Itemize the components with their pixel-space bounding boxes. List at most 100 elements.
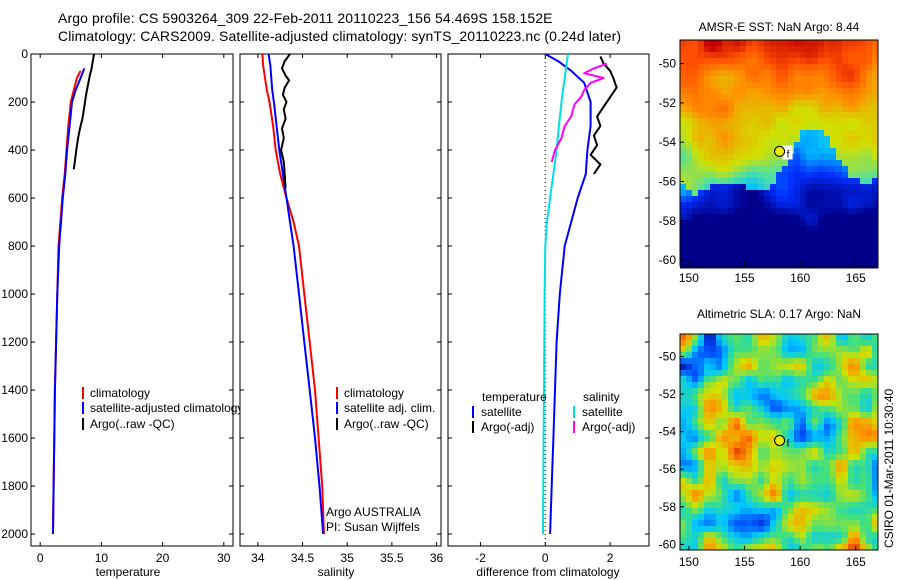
heatmap-cell [698,520,705,527]
heatmap-cell [824,142,831,149]
heatmap-cell [692,418,699,425]
heatmap-cell [686,412,693,419]
heatmap-cell [722,538,729,545]
heatmap-cell [716,208,723,215]
heatmap-cell [836,388,843,395]
heatmap-cell [836,478,843,485]
heatmap-cell [740,544,747,551]
heatmap-cell [728,478,735,485]
heatmap-cell [854,136,861,143]
heatmap-cell [692,262,699,269]
heatmap-cell [776,172,783,179]
heatmap-cell [698,400,705,407]
heatmap-cell [722,544,729,551]
heatmap-cell [812,442,819,449]
heatmap-cell [728,442,735,449]
heatmap-cell [812,418,819,425]
heatmap-cell [758,262,765,269]
heatmap-cell [794,526,801,533]
heatmap-cell [728,142,735,149]
heatmap-cell [782,364,789,371]
heatmap-cell [806,340,813,347]
heatmap-cell [806,172,813,179]
heatmap-cell [770,394,777,401]
heatmap-cell [716,436,723,443]
heatmap-cell [752,496,759,503]
heatmap-cell [818,160,825,167]
heatmap-cell [866,202,873,209]
heatmap-cell [824,52,831,59]
heatmap-cell [680,394,687,401]
heatmap-cell [836,190,843,197]
heatmap-cell [722,106,729,113]
heatmap-cell [812,262,819,269]
heatmap-cell [800,346,807,353]
heatmap-cell [818,214,825,221]
heatmap-cell [770,130,777,137]
heatmap-cell [722,202,729,209]
heatmap-cell [824,376,831,383]
heatmap-cell [752,70,759,77]
heatmap-cell [710,46,717,53]
heatmap-cell [680,340,687,347]
heatmap-cell [704,514,711,521]
heatmap-cell [818,76,825,83]
heatmap-cell [824,100,831,107]
heatmap-cell [866,430,873,437]
heatmap-cell [854,532,861,539]
heatmap-cell [680,118,687,125]
heatmap-cell [728,58,735,65]
heatmap-cell [794,460,801,467]
heatmap-cell [698,466,705,473]
heatmap-cell [776,40,783,47]
heatmap-cell [740,178,747,185]
heatmap-cell [758,118,765,125]
heatmap-cell [854,346,861,353]
heatmap-cell [788,352,795,359]
heatmap-cell [806,424,813,431]
heatmap-cell [680,256,687,263]
heatmap-cell [764,256,771,263]
heatmap-cell [704,232,711,239]
heatmap-cell [812,382,819,389]
heatmap-cell [710,244,717,251]
heatmap-cell [812,466,819,473]
heatmap-cell [728,352,735,359]
heatmap-cell [830,106,837,113]
heatmap-cell [698,154,705,161]
heatmap-cell [788,82,795,89]
heatmap-cell [704,40,711,47]
heatmap-cell [770,160,777,167]
heatmap-cell [830,508,837,515]
heatmap-cell [746,52,753,59]
heatmap-cell [800,178,807,185]
heatmap-cell [776,388,783,395]
heatmap-cell [716,532,723,539]
heatmap-cell [716,484,723,491]
heatmap-cell [836,334,843,341]
heatmap-cell [872,52,879,59]
heatmap-cell [698,532,705,539]
heatmap-cell [800,436,807,443]
heatmap-cell [866,490,873,497]
heatmap-cell [866,256,873,263]
heatmap-cell [812,514,819,521]
heatmap-cell [842,100,849,107]
heatmap-cell [800,220,807,227]
map-y-tick-label: -52 [659,387,677,401]
heatmap-cell [794,220,801,227]
heatmap-cell [722,166,729,173]
heatmap-cell [854,364,861,371]
heatmap-cell [728,202,735,209]
heatmap-cell [728,94,735,101]
heatmap-cell [788,460,795,467]
heatmap-cell [710,472,717,479]
heatmap-cell [836,418,843,425]
heatmap-cell [872,502,879,509]
heatmap-cell [836,400,843,407]
heatmap-cell [836,520,843,527]
heatmap-cell [812,100,819,107]
heatmap-cell [824,364,831,371]
heatmap-cell [704,454,711,461]
heatmap-cell [722,394,729,401]
